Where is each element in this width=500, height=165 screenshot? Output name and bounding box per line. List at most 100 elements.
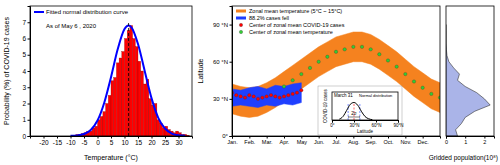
- tick: Mar.: [262, 136, 273, 145]
- tick: 25: [162, 136, 170, 146]
- point: [421, 86, 424, 89]
- point: [291, 79, 294, 82]
- point: [295, 91, 298, 94]
- tick-label: 0°: [330, 123, 335, 128]
- tick-label: 30 °N: [213, 96, 228, 102]
- tick: -10: [66, 136, 76, 146]
- tick-label: 1: [464, 139, 467, 145]
- bar: [135, 47, 138, 136]
- tick: -15: [53, 136, 63, 146]
- tick-label: Sep.: [366, 139, 378, 145]
- tick-label: Mar.: [262, 139, 273, 145]
- tick: 3: [22, 84, 30, 91]
- point: [256, 97, 259, 100]
- legend-label: Center of zonal mean COVID-19 cases: [249, 22, 345, 28]
- legend-label: Zonal mean temperature (5°C ~ 15°C): [249, 8, 342, 14]
- tick-label: -10: [66, 139, 76, 146]
- sigma-line: [348, 103, 349, 121]
- tick: 1: [22, 116, 30, 123]
- annotation: 2σ: [351, 111, 357, 116]
- tick-label: 10: [121, 139, 129, 146]
- tick-label: 30°N: [349, 123, 359, 128]
- legend-label: Fitted normal distribution curve: [46, 9, 129, 15]
- point: [252, 95, 255, 98]
- tick-label: 0: [445, 139, 448, 145]
- tick: 30: [175, 136, 183, 146]
- tick: 15: [135, 136, 143, 146]
- tick-label: 0: [96, 139, 100, 146]
- bar: [98, 120, 101, 136]
- bar: [119, 58, 122, 136]
- tick: 0°: [330, 120, 335, 128]
- point: [261, 96, 264, 99]
- bar: [111, 81, 114, 136]
- point: [300, 88, 303, 91]
- point: [360, 45, 363, 48]
- bar: [122, 52, 125, 137]
- axis-title: Temperature (°C): [84, 154, 138, 162]
- legend-label: Normal distribution: [359, 93, 392, 98]
- point: [430, 92, 433, 95]
- tick-label: 90°N: [393, 123, 403, 128]
- legend-label: Center of zonal mean temperature: [249, 29, 333, 35]
- tick: 0: [96, 136, 100, 146]
- tick-label: 60 °N: [213, 59, 228, 65]
- point: [326, 55, 329, 58]
- tick: 60 °N: [213, 59, 232, 65]
- tick: 90 °N: [213, 22, 232, 28]
- frame: [332, 92, 398, 120]
- tick-label: -20: [39, 139, 49, 146]
- axis: 0° 30 °N 60 °N 90 °N: [213, 7, 233, 140]
- tick-label: 60°N: [371, 123, 381, 128]
- arrow: [348, 117, 360, 118]
- inset-background: [318, 86, 402, 135]
- bar: [130, 26, 133, 137]
- tick: 90°N: [393, 120, 403, 128]
- tick-label: Aug.: [348, 139, 360, 145]
- legend-label: 88.2% cases fell: [249, 15, 289, 21]
- point: [235, 93, 238, 96]
- tick-label: 0°: [222, 133, 228, 139]
- axis: 0° 30°N 60°N 90°N: [330, 120, 403, 128]
- bar: [157, 120, 160, 136]
- tick: -5: [82, 136, 88, 146]
- tick: 20: [148, 136, 156, 146]
- tick: Oct.: [383, 136, 394, 145]
- legend-swatch: [236, 10, 246, 13]
- tick: 2: [483, 136, 486, 145]
- curve: [71, 26, 186, 136]
- axis-title: Latitude: [357, 129, 374, 134]
- point: [308, 66, 311, 69]
- tick-label: Jan.: [227, 139, 238, 145]
- tick: Sep.: [366, 136, 378, 145]
- frame: [232, 6, 440, 136]
- axis: 0 1 2: [445, 136, 495, 145]
- tick-label: Apr.: [280, 139, 290, 145]
- tick: 0: [445, 136, 448, 145]
- tick-label: 90 °N: [213, 22, 228, 28]
- bar: [116, 63, 119, 136]
- band: [232, 83, 301, 108]
- bar: [125, 39, 128, 137]
- tick-label: 2: [483, 139, 486, 145]
- tick-label: 20: [148, 139, 156, 146]
- tick: 0: [22, 133, 30, 140]
- tick-label: May: [297, 139, 308, 145]
- bar: [138, 61, 141, 136]
- bar: [141, 71, 144, 136]
- tick: Aug.: [348, 136, 360, 145]
- tick: Jan.: [227, 136, 238, 145]
- bar: [103, 112, 106, 136]
- bar: [95, 126, 98, 136]
- point: [395, 65, 398, 68]
- tick-label: 15: [135, 139, 143, 146]
- axis-title: Probability (%) of COVID-19 cases: [3, 17, 11, 125]
- point: [378, 53, 381, 56]
- tick-label: Feb.: [244, 139, 255, 145]
- tick-label: 30: [175, 139, 183, 146]
- tick-label: Nov.: [400, 139, 411, 145]
- plot-area: [339, 103, 372, 121]
- tick: -20: [39, 136, 49, 146]
- tick: Nov.: [400, 136, 411, 145]
- tick-label: 1: [22, 116, 26, 123]
